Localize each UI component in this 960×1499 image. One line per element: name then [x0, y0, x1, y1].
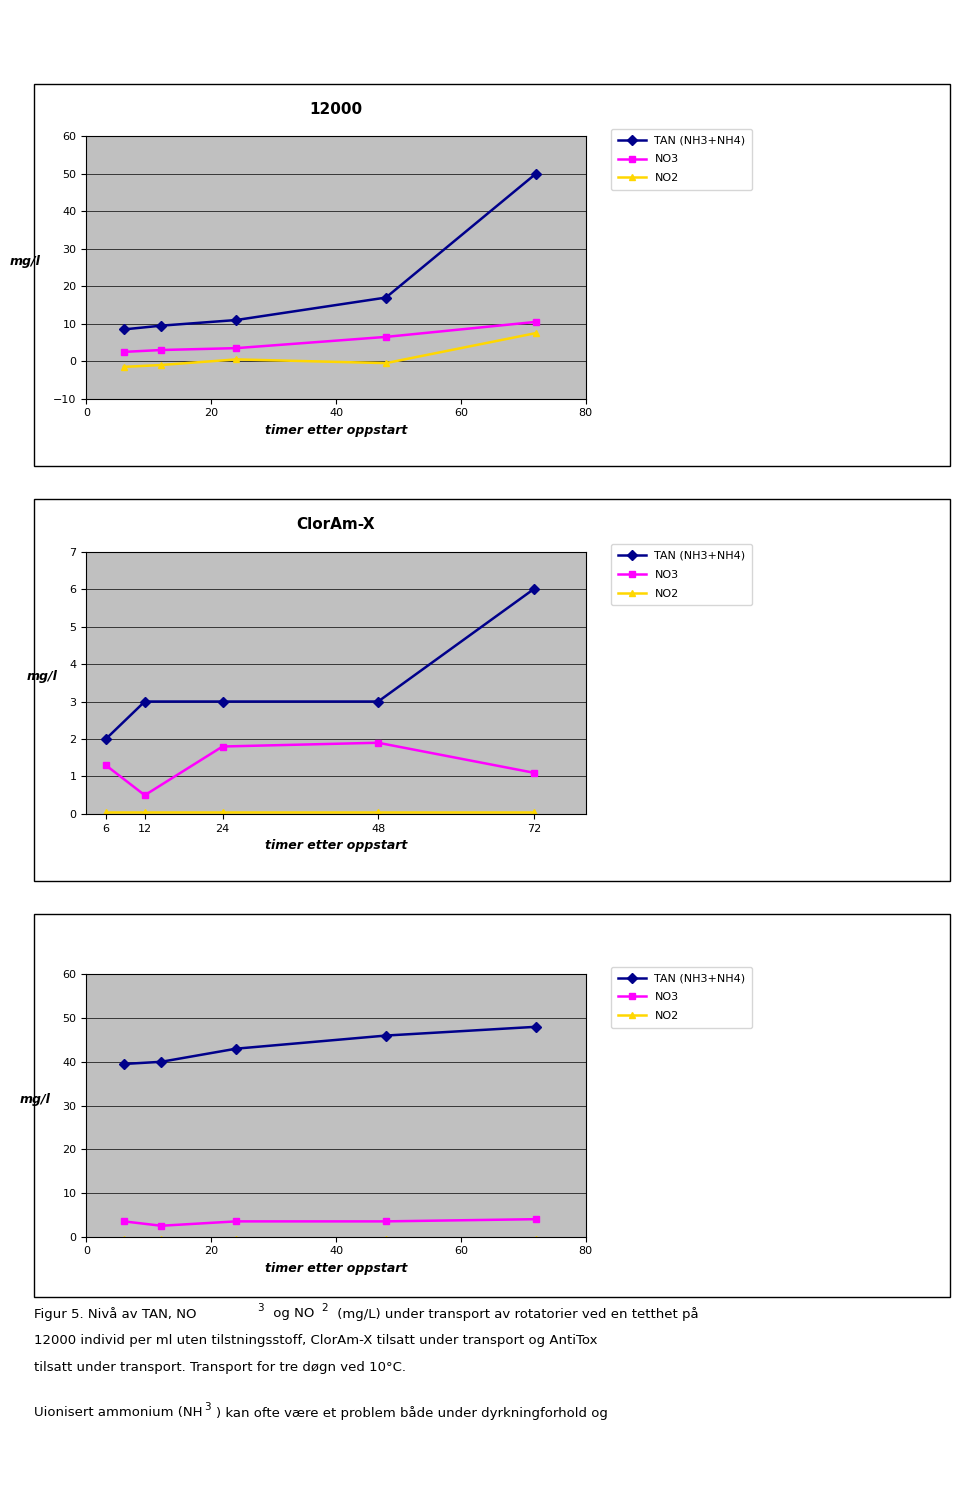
Text: Uionisert ammonium (NH: Uionisert ammonium (NH	[34, 1406, 203, 1420]
X-axis label: timer etter oppstart: timer etter oppstart	[265, 1262, 407, 1276]
Text: og NO: og NO	[269, 1307, 314, 1321]
Text: 2: 2	[322, 1303, 328, 1313]
Text: 12000: 12000	[309, 102, 363, 117]
Legend: TAN (NH3+NH4), NO3, NO2: TAN (NH3+NH4), NO3, NO2	[612, 544, 753, 606]
X-axis label: timer etter oppstart: timer etter oppstart	[265, 424, 407, 438]
Text: ) kan ofte være et problem både under dyrkningforhold og: ) kan ofte være et problem både under dy…	[216, 1406, 608, 1420]
Y-axis label: mg/l: mg/l	[11, 255, 41, 268]
Text: 3: 3	[257, 1303, 264, 1313]
X-axis label: timer etter oppstart: timer etter oppstart	[265, 839, 407, 853]
Text: Figur 5. Nivå av TAN, NO: Figur 5. Nivå av TAN, NO	[34, 1307, 196, 1321]
Text: ClorAm-X: ClorAm-X	[297, 517, 375, 532]
Y-axis label: mg/l: mg/l	[26, 670, 58, 684]
Legend: TAN (NH3+NH4), NO3, NO2: TAN (NH3+NH4), NO3, NO2	[612, 129, 753, 190]
Legend: TAN (NH3+NH4), NO3, NO2: TAN (NH3+NH4), NO3, NO2	[612, 967, 753, 1028]
Text: 12000 individ per ml uten tilstningsstoff, ClorAm-X tilsatt under transport og A: 12000 individ per ml uten tilstningsstof…	[34, 1334, 597, 1348]
Text: (mg/L) under transport av rotatorier ved en tetthet på: (mg/L) under transport av rotatorier ved…	[333, 1307, 699, 1321]
Text: 3: 3	[204, 1402, 211, 1412]
Text: tilsatt under transport. Transport for tre døgn ved 10°C.: tilsatt under transport. Transport for t…	[34, 1361, 406, 1375]
Y-axis label: mg/l: mg/l	[19, 1093, 50, 1106]
